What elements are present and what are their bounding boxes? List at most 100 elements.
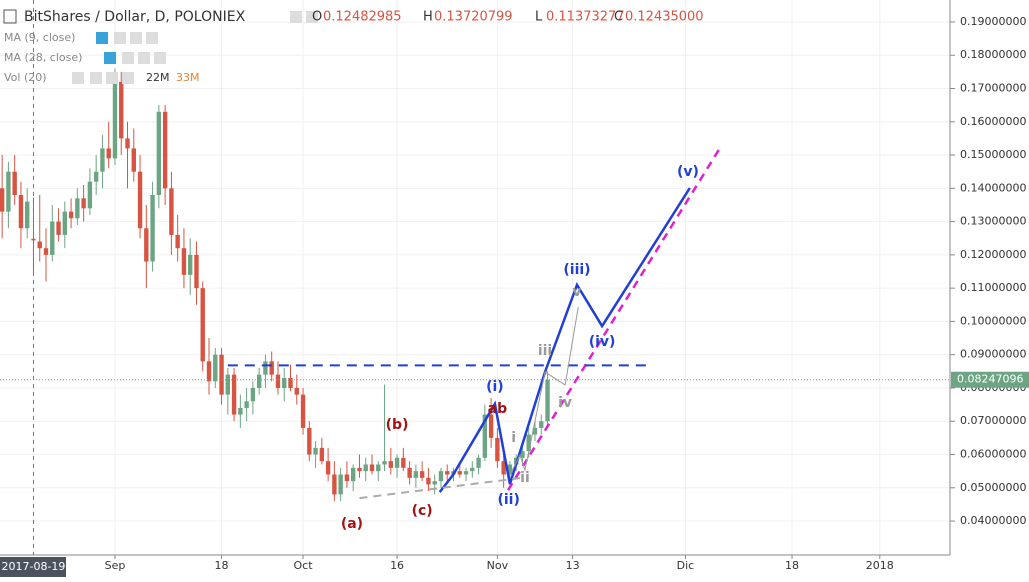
y-tick-label: 0.09000000 (960, 348, 1026, 361)
drawing-line (438, 187, 691, 493)
candle-body (445, 471, 450, 475)
candle-body (169, 188, 174, 235)
candle-body (300, 394, 306, 428)
candle-body (401, 457, 406, 468)
candle-body (419, 471, 425, 478)
candle-body (344, 474, 350, 482)
candle-body (6, 171, 11, 212)
candle-body (319, 447, 325, 462)
candle-body (131, 148, 136, 172)
candle-body (338, 474, 343, 495)
candle-body (507, 464, 513, 475)
y-tick-label: 0.04000000 (960, 514, 1026, 527)
candle-body (125, 138, 130, 149)
wave-label: (iv) (589, 334, 616, 350)
wave-label: i (511, 430, 516, 446)
candle-body (12, 171, 17, 195)
last-price-box (951, 371, 1029, 388)
candle-body (357, 467, 362, 472)
crosshair-date-label: 2017-08-19 (2, 560, 66, 573)
candle-body (275, 374, 281, 388)
candle-body (432, 481, 437, 485)
candle-body (263, 361, 268, 375)
x-tick-label: Dic (677, 559, 695, 572)
y-tick-label: 0.06000000 (960, 448, 1026, 461)
indicator-add[interactable] (106, 72, 118, 84)
wave-label: (b) (386, 417, 409, 433)
x-tick-label: 16 (390, 559, 404, 572)
candle-body (25, 201, 30, 229)
indicator-remove[interactable] (122, 72, 134, 84)
ohlc-key: H (423, 10, 433, 25)
wave-label: (c) (412, 503, 433, 519)
candle-body (244, 401, 249, 408)
x-tick-label: 13 (566, 559, 580, 572)
candle-body (206, 361, 212, 382)
candle-body (545, 379, 550, 422)
crosshair-date-box (0, 557, 66, 577)
indicator-eye[interactable] (72, 72, 84, 84)
y-tick-label: 0.18000000 (960, 48, 1026, 61)
wave-label: v (572, 284, 581, 300)
candle-body (62, 211, 68, 235)
candle-body (282, 377, 287, 388)
wave-label: (a) (341, 516, 363, 532)
candle-body (294, 387, 299, 395)
wave-label: ab (488, 401, 507, 417)
y-tick-label: 0.07000000 (960, 414, 1026, 427)
candle-body (269, 361, 274, 375)
indicator-settings[interactable] (122, 52, 134, 64)
indicator-eye[interactable] (104, 52, 116, 64)
candle-body (470, 467, 475, 472)
candle-body (394, 457, 400, 468)
eye-button[interactable] (306, 11, 318, 23)
candle-body (37, 241, 42, 249)
y-tick-label: 0.12000000 (960, 248, 1026, 261)
candle-body (162, 111, 168, 189)
candle-body (501, 461, 506, 475)
wave-label: (ii) (497, 492, 519, 508)
candle-body (50, 221, 55, 255)
ohlc-value: 0.11373277 (546, 10, 625, 25)
candle-body (106, 148, 111, 159)
candle-body (225, 374, 231, 395)
indicator-eye[interactable] (96, 32, 108, 44)
candle-body (231, 374, 237, 415)
last-price-label: 0.08247096 (957, 373, 1023, 386)
symbol-icon[interactable] (3, 9, 17, 24)
settings-button[interactable] (290, 11, 302, 23)
indicator-remove[interactable] (154, 52, 166, 64)
indicator-add[interactable] (130, 32, 142, 44)
x-tick-label: 18 (785, 559, 799, 572)
candle-body (100, 148, 105, 172)
indicator-label: Vol (20) (4, 71, 47, 84)
indicator-settings[interactable] (114, 32, 126, 44)
candle-body (332, 474, 337, 495)
time-axis-bg (0, 555, 950, 578)
candle-body (93, 171, 99, 182)
y-tick-label: 0.05000000 (960, 481, 1026, 494)
candle-body (144, 228, 149, 262)
y-tick-label: 0.16000000 (960, 115, 1026, 128)
axis-layer: 0.04000000 0.05000000 0.06000000 0.07000000… (0, 15, 1029, 577)
y-tick-label: 0.10000000 (960, 314, 1026, 327)
candle-body (526, 434, 531, 452)
y-tick-label: 0.19000000 (960, 15, 1026, 28)
price-axis-bg (950, 0, 1029, 555)
candle-body (56, 221, 61, 235)
y-tick-label: 0.13000000 (960, 215, 1026, 228)
indicator-remove[interactable] (146, 32, 158, 44)
indicator-add[interactable] (138, 52, 150, 64)
ohlc-key: O (312, 10, 322, 25)
candle-body (156, 111, 162, 195)
candle-body (238, 407, 243, 415)
y-tick-label: 0.14000000 (960, 181, 1026, 194)
candle-body (219, 354, 224, 395)
candle-body (81, 198, 86, 209)
indicator-settings[interactable] (90, 72, 102, 84)
candle-body (43, 248, 49, 255)
indicator-label: MA (28, close) (4, 51, 82, 64)
candle-body (376, 464, 381, 472)
